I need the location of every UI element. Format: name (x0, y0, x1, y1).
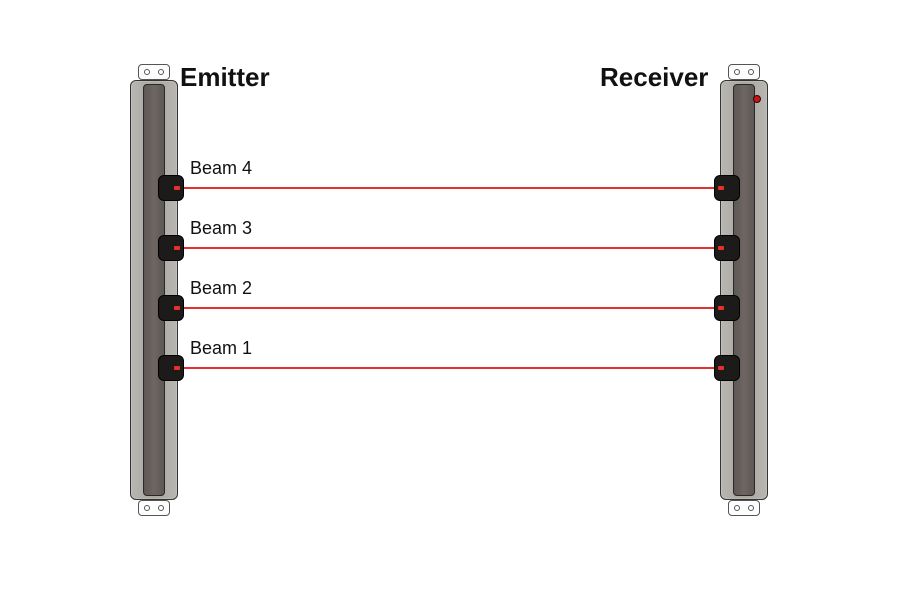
emitter-device (130, 64, 178, 516)
beam-line (170, 307, 728, 309)
mount-hole (158, 505, 164, 511)
receiver-sensor-led-icon (718, 306, 724, 310)
emitter-body (130, 80, 178, 500)
receiver-sensor (714, 175, 740, 201)
emitter-sensor-led-icon (174, 366, 180, 370)
receiver-sensor-led-icon (718, 366, 724, 370)
mount-hole (144, 69, 150, 75)
emitter-sensor-led-icon (174, 186, 180, 190)
receiver-status-led-icon (753, 95, 761, 103)
mount-hole (734, 69, 740, 75)
receiver-device (720, 64, 768, 516)
receiver-sensor (714, 295, 740, 321)
emitter-title: Emitter (180, 62, 270, 93)
receiver-sensor (714, 235, 740, 261)
beam-line (170, 247, 728, 249)
emitter-sensor (158, 235, 184, 261)
receiver-sensor (714, 355, 740, 381)
emitter-lens-strip (143, 84, 165, 496)
emitter-bracket-top (138, 64, 170, 80)
beam-label: Beam 2 (190, 278, 252, 299)
mount-hole (158, 69, 164, 75)
beam-label: Beam 3 (190, 218, 252, 239)
beam-line (170, 187, 728, 189)
receiver-lens-strip (733, 84, 755, 496)
emitter-sensor-led-icon (174, 246, 180, 250)
mount-hole (144, 505, 150, 511)
receiver-sensor-led-icon (718, 246, 724, 250)
mount-hole (748, 505, 754, 511)
beam-line (170, 367, 728, 369)
beam-label: Beam 4 (190, 158, 252, 179)
receiver-bracket-bottom (728, 500, 760, 516)
mount-hole (748, 69, 754, 75)
receiver-bracket-top (728, 64, 760, 80)
emitter-sensor (158, 355, 184, 381)
emitter-sensor (158, 295, 184, 321)
emitter-bracket-bottom (138, 500, 170, 516)
emitter-sensor (158, 175, 184, 201)
receiver-sensor-led-icon (718, 186, 724, 190)
mount-hole (734, 505, 740, 511)
receiver-title: Receiver (600, 62, 708, 93)
receiver-body (720, 80, 768, 500)
emitter-sensor-led-icon (174, 306, 180, 310)
beam-label: Beam 1 (190, 338, 252, 359)
